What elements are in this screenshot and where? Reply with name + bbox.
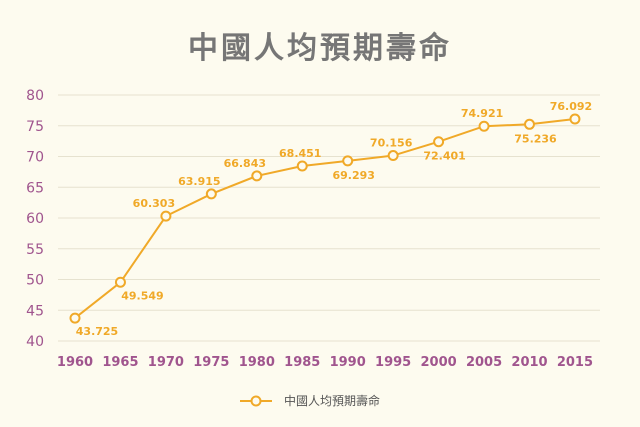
x-tick-label: 1980	[239, 355, 275, 370]
x-tick-label: 1990	[330, 355, 366, 370]
x-tick-label: 2000	[421, 355, 457, 370]
data-point	[524, 118, 535, 130]
data-label: 60.303	[133, 197, 175, 210]
x-tick-label: 1985	[284, 355, 320, 370]
data-point	[205, 188, 217, 200]
series-line	[74, 118, 576, 319]
data-point	[114, 276, 126, 288]
y-tick-label: 45	[26, 303, 44, 319]
y-tick-label: 80	[26, 88, 44, 104]
y-axis-ticks: 40 45 50 55 60 65 70 75 80	[26, 88, 44, 350]
data-label: 63.915	[178, 175, 220, 188]
data-label: 49.549	[121, 289, 163, 302]
data-label: 70.156	[370, 137, 413, 150]
legend-label: 中國人均預期壽命	[284, 393, 380, 408]
data-point	[478, 120, 490, 132]
data-label: 72.401	[423, 150, 465, 163]
x-tick-label: 1995	[375, 355, 411, 370]
y-tick-label: 60	[26, 211, 44, 227]
legend-marker-icon	[250, 395, 262, 407]
data-point	[251, 170, 263, 182]
y-tick-label: 75	[26, 119, 44, 135]
x-tick-label: 2010	[511, 355, 547, 370]
x-tick-label: 1965	[102, 355, 138, 370]
data-point	[342, 155, 354, 167]
chart-title: 中國人均預期壽命	[188, 31, 452, 66]
data-point	[69, 312, 81, 324]
data-label: 66.843	[224, 157, 266, 170]
data-label: 43.725	[76, 325, 118, 338]
data-point	[387, 150, 399, 162]
y-tick-label: 65	[26, 180, 44, 196]
data-label: 74.921	[461, 107, 503, 120]
x-tick-label: 1975	[193, 355, 229, 370]
grid-lines	[58, 94, 600, 342]
data-point	[433, 136, 445, 148]
data-label: 75.236	[514, 132, 557, 145]
data-point	[296, 160, 308, 172]
data-point	[569, 113, 581, 125]
legend: 中國人均預期壽命	[240, 393, 380, 408]
x-tick-label: 1970	[148, 355, 184, 370]
y-tick-label: 70	[26, 150, 44, 166]
y-tick-label: 40	[26, 334, 44, 350]
x-tick-label: 1960	[57, 355, 93, 370]
data-point	[160, 210, 172, 222]
y-tick-label: 50	[26, 273, 44, 289]
x-tick-label: 2015	[557, 355, 593, 370]
x-axis-ticks: 1960 1965 1970 1975 1980 1985 1990 1995 2000 2005…	[57, 355, 593, 370]
y-tick-label: 55	[26, 242, 44, 258]
x-tick-label: 2005	[466, 355, 502, 370]
data-label: 68.451	[279, 147, 321, 160]
data-label: 69.293	[332, 169, 374, 182]
data-label: 76.092	[550, 100, 592, 113]
